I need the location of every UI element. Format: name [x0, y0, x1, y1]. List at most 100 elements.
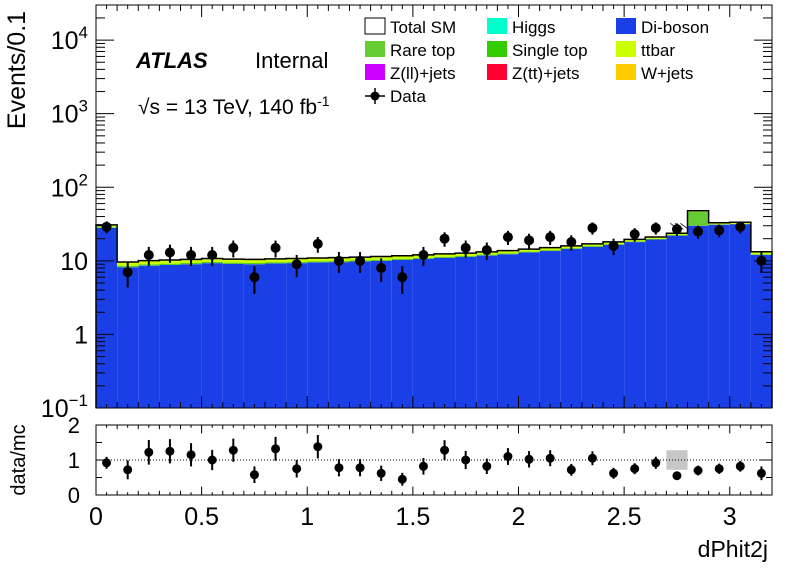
- energy-annotation: √s = 13 TeV, 140 fb-1: [138, 93, 330, 119]
- stacked-histogram: [95, 210, 773, 408]
- ratio-point-18: [482, 461, 492, 471]
- data-point-28: [693, 226, 704, 237]
- bar-ttbar-bin-21: [539, 248, 561, 251]
- data-point-5: [207, 250, 218, 261]
- bar-di-boson-bin-8: [265, 263, 287, 408]
- ratio-y-tick-label-2: 2: [68, 413, 80, 438]
- data-point-30: [735, 221, 746, 232]
- data-point-3: [164, 247, 175, 258]
- ratio-point-10: [313, 442, 323, 452]
- bar-di-boson-bin-15: [412, 258, 434, 408]
- data-point-11: [333, 255, 344, 266]
- bar-di-boson-bin-6: [222, 263, 244, 408]
- data-point-4: [186, 250, 197, 261]
- data-point-7: [249, 272, 260, 283]
- ratio-panel: 0 1 2 0 0.5 1 1.5 2 2.5 3 data/mc dPhit2j: [8, 413, 773, 562]
- data-point-8: [270, 242, 281, 253]
- data-point-21: [545, 232, 556, 243]
- bar-di-boson-bin-28: [687, 225, 709, 408]
- y-tick-label-4: 103: [51, 97, 88, 129]
- ratio-y-tick-label-1: 1: [68, 448, 80, 473]
- y-tick-label-3: 102: [51, 170, 88, 202]
- legend-label-total-sm: Total SM: [390, 18, 456, 37]
- legend-label-single-top: Single top: [512, 41, 588, 60]
- x-tick-label-3: 1.5: [395, 503, 430, 531]
- bar-ttbar-bin-6: [222, 259, 244, 263]
- y-tick-label-2: 10: [60, 248, 88, 276]
- ratio-point-26: [651, 458, 661, 468]
- atlas-label: ATLAS: [135, 48, 208, 73]
- legend-label-zll-jets: Z(ll)+jets: [390, 64, 456, 83]
- bar-single-top-bin-20: [518, 251, 540, 253]
- y-tick-base-1: 1: [74, 321, 88, 349]
- data-point-18: [481, 245, 492, 256]
- y-tick-base-4: 10: [51, 101, 79, 129]
- legend-swatch-rare-top: [365, 41, 385, 57]
- legend-label-wjets: W+jets: [641, 64, 693, 83]
- ratio-point-7: [249, 470, 259, 480]
- energy-text: √s = 13 TeV, 140 fb: [138, 96, 317, 119]
- ratio-point-11: [334, 463, 344, 473]
- ratio-point-19: [503, 452, 513, 461]
- ratio-point-22: [566, 465, 576, 475]
- data-point-13: [376, 262, 387, 273]
- y-tick-base-3: 10: [51, 174, 79, 202]
- bar-single-top-bin-6: [222, 262, 244, 264]
- ratio-point-4: [186, 450, 196, 460]
- bar-di-boson-bin-21: [539, 251, 561, 408]
- bar-ttbar-bin-19: [497, 251, 519, 254]
- x-tick-label-1: 0.5: [184, 503, 219, 531]
- bar-single-top-bin-10: [307, 261, 329, 263]
- ratio-point-23: [587, 453, 597, 463]
- bar-di-boson-bin-13: [370, 260, 392, 408]
- bar-single-top-bin-21: [539, 250, 561, 251]
- bar-di-boson-bin-7: [243, 264, 265, 408]
- bar-ttbar-bin-23: [581, 244, 603, 247]
- bar-single-top-bin-7: [243, 262, 265, 264]
- legend-swatch-ttbar: [616, 41, 636, 57]
- ratio-y-axis: 0 1 2: [68, 413, 772, 508]
- y-tick-base-2: 10: [60, 248, 88, 276]
- bar-di-boson-bin-16: [434, 257, 456, 408]
- bar-di-boson-bin-31: [750, 255, 772, 408]
- ratio-point-1: [123, 465, 133, 475]
- ratio-point-21: [545, 453, 555, 463]
- ratio-point-2: [144, 447, 154, 457]
- ratio-point-14: [397, 474, 407, 484]
- legend-label-ztt-jets: Z(tt)+jets: [512, 64, 580, 83]
- bar-di-boson-bin-17: [455, 256, 477, 408]
- bar-di-boson-bin-10: [307, 262, 329, 408]
- ratio-points: [96, 434, 772, 486]
- y-tick-exponent-0: −1: [69, 391, 88, 410]
- bar-single-top-bin-14: [391, 258, 413, 260]
- y-tick-exponent-5: 4: [79, 23, 88, 42]
- bar-di-boson-bin-5: [201, 263, 223, 408]
- internal-label: Internal: [255, 48, 328, 73]
- legend-label-rare-top: Rare top: [390, 41, 455, 60]
- main-x-ticks: [95, 5, 773, 408]
- bar-di-boson-bin-24: [603, 244, 625, 408]
- ratio-point-29: [714, 464, 724, 474]
- data-point-15: [418, 250, 429, 261]
- bar-di-boson-bin-25: [624, 242, 646, 408]
- data-point-24: [608, 240, 619, 251]
- data-point-1: [122, 267, 133, 278]
- y-tick-base-0: 10: [41, 395, 69, 423]
- legend-swatch-diboson: [616, 18, 636, 34]
- legend-swatch-wjets: [616, 64, 636, 80]
- legend-swatch-ztt-jets: [487, 64, 507, 80]
- bar-di-boson-bin-29: [708, 224, 730, 408]
- y-tick-label-1: 1: [74, 321, 88, 349]
- bar-single-top-bin-3: [159, 263, 181, 265]
- bar-single-top-bin-23: [581, 246, 603, 247]
- bar-single-top-bin-19: [497, 253, 519, 254]
- data-point-23: [587, 222, 598, 233]
- y-tick-exponent-4: 3: [79, 97, 88, 116]
- bar-single-top-bin-16: [434, 256, 456, 258]
- data-point-0: [101, 221, 112, 232]
- uncertainty-hatch-2: [680, 222, 689, 230]
- ratio-point-31: [756, 468, 766, 478]
- ratio-point-17: [461, 455, 471, 465]
